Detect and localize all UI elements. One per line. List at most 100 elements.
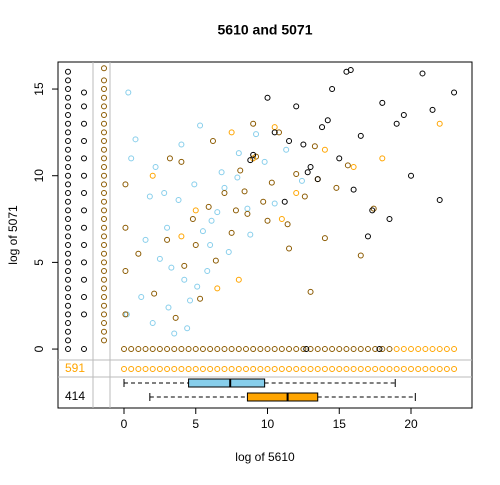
point	[184, 325, 191, 332]
missing-y-point	[192, 366, 199, 372]
point	[408, 346, 415, 353]
missing-y-point	[235, 366, 242, 372]
point	[333, 184, 340, 191]
missing-x-point	[81, 155, 87, 162]
missing-y-point	[422, 366, 429, 372]
missing-x-point	[65, 68, 71, 75]
point	[122, 224, 129, 231]
point	[212, 257, 219, 264]
point	[284, 221, 291, 228]
missing-y-point	[264, 366, 271, 372]
missing-x-point	[101, 94, 107, 101]
y-tick-label: 10	[32, 169, 46, 183]
missing-x-point	[101, 103, 107, 110]
point	[207, 242, 214, 249]
missing-x-point	[101, 302, 107, 309]
missing-y-point	[300, 366, 307, 372]
point	[264, 94, 271, 101]
missing-y-point	[207, 366, 214, 372]
point	[156, 346, 163, 353]
point	[400, 112, 407, 119]
missing-x-point	[101, 285, 107, 292]
point	[235, 346, 242, 353]
point	[171, 330, 178, 337]
point	[214, 285, 221, 292]
missing-x-point	[81, 259, 87, 266]
missing-count: 414	[65, 389, 85, 403]
missing-y-point	[343, 366, 350, 372]
point	[135, 346, 142, 353]
point	[350, 346, 357, 353]
point	[393, 346, 400, 353]
x-tick-label: 15	[333, 417, 347, 431]
missing-x-point	[101, 207, 107, 214]
point	[436, 196, 443, 203]
point	[364, 346, 371, 353]
missing-x-point	[101, 120, 107, 127]
missing-x-point	[81, 294, 87, 301]
missing-x-point	[65, 311, 71, 318]
missing-x-point	[101, 86, 107, 93]
missing-x-point	[65, 302, 71, 309]
point	[293, 103, 300, 110]
missing-y-point	[142, 366, 149, 372]
missing-x-point	[65, 233, 71, 240]
missing-x-point	[65, 94, 71, 101]
point	[152, 164, 159, 171]
point	[429, 106, 436, 113]
missing-x-point	[101, 146, 107, 153]
missing-y-point	[178, 366, 185, 372]
point	[257, 346, 264, 353]
point	[321, 235, 328, 242]
point	[271, 124, 278, 131]
point	[264, 217, 271, 224]
missing-x-point	[65, 112, 71, 119]
point	[307, 346, 314, 353]
box	[246, 392, 319, 402]
point	[207, 346, 214, 353]
missing-x-point	[81, 89, 87, 96]
point	[264, 346, 271, 353]
point	[166, 155, 173, 162]
missing-y-point	[156, 366, 163, 372]
missing-x-point	[81, 207, 87, 214]
point	[286, 346, 293, 353]
missing-x-point	[101, 250, 107, 257]
point	[218, 169, 225, 176]
point	[293, 170, 300, 177]
missing-y-point	[400, 366, 407, 372]
point	[307, 164, 314, 171]
missing-x-point	[65, 242, 71, 249]
point	[250, 120, 257, 127]
missing-x-point	[81, 103, 87, 110]
y-tick-label: 5	[32, 259, 46, 266]
missing-y-point	[242, 366, 249, 372]
point	[281, 198, 288, 205]
point	[436, 120, 443, 127]
missing-y-point	[321, 366, 328, 372]
missing-x-point	[65, 103, 71, 110]
point	[135, 250, 142, 257]
x-tick-label: 10	[261, 417, 275, 431]
missing-x-point	[65, 259, 71, 266]
missing-x-point	[65, 86, 71, 93]
missing-x-point	[65, 268, 71, 275]
point	[221, 184, 228, 191]
point	[235, 276, 242, 283]
missing-y-point	[408, 366, 415, 372]
point	[122, 181, 129, 188]
x-axis-label: log of 5610	[235, 450, 295, 464]
missing-y-point	[293, 366, 300, 372]
missing-x-point	[101, 311, 107, 318]
point	[242, 346, 249, 353]
point	[278, 216, 285, 223]
point	[237, 167, 244, 174]
point	[350, 186, 357, 193]
missing-x-point	[65, 250, 71, 257]
point	[307, 288, 314, 295]
point	[261, 158, 268, 165]
point	[336, 155, 343, 162]
point	[244, 205, 251, 212]
